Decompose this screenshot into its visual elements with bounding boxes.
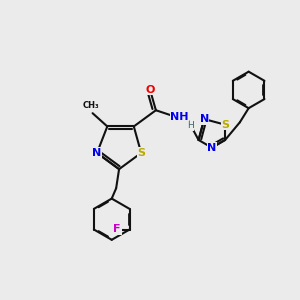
- Text: CH₃: CH₃: [83, 101, 99, 110]
- Text: N: N: [92, 148, 102, 158]
- Text: O: O: [145, 85, 155, 94]
- Text: N: N: [207, 142, 217, 153]
- Text: N: N: [200, 114, 209, 124]
- Text: H: H: [187, 122, 194, 130]
- Text: F: F: [113, 224, 121, 235]
- Text: NH: NH: [170, 112, 189, 122]
- Text: S: S: [137, 148, 145, 158]
- Text: S: S: [221, 120, 229, 130]
